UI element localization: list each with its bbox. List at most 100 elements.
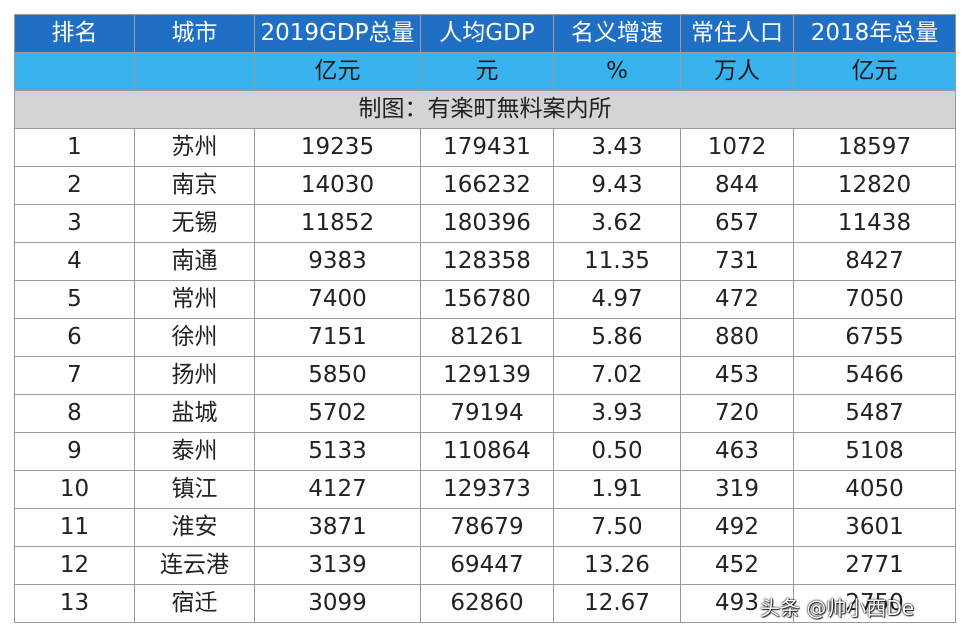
table-row: 10 镇江 4127 129373 1.91 319 4050 bbox=[14, 470, 956, 509]
cell-gdp-2018: 6755 bbox=[793, 318, 956, 357]
unit-gdp-2019: 亿元 bbox=[254, 52, 421, 91]
unit-row: 亿元 元 % 万人 亿元 bbox=[14, 52, 956, 91]
header-gdp-per-capita: 人均GDP bbox=[420, 14, 554, 53]
cell-nominal-growth: 9.43 bbox=[553, 166, 681, 205]
cell-nominal-growth: 11.35 bbox=[553, 242, 681, 281]
cell-gdp-per-capita: 81261 bbox=[420, 318, 554, 357]
cell-population: 453 bbox=[680, 356, 794, 395]
cell-nominal-growth: 4.97 bbox=[553, 280, 681, 319]
cell-rank: 1 bbox=[14, 128, 135, 167]
cell-population: 452 bbox=[680, 546, 794, 585]
cell-rank: 3 bbox=[14, 204, 135, 243]
cell-rank: 13 bbox=[14, 584, 135, 623]
cell-gdp-2018: 8427 bbox=[793, 242, 956, 281]
cell-gdp-per-capita: 166232 bbox=[420, 166, 554, 205]
cell-gdp-2018: 3601 bbox=[793, 508, 956, 547]
cell-city: 常州 bbox=[134, 280, 255, 319]
cell-nominal-growth: 7.50 bbox=[553, 508, 681, 547]
cell-city: 南京 bbox=[134, 166, 255, 205]
cell-population: 720 bbox=[680, 394, 794, 433]
header-gdp-2019: 2019GDP总量 bbox=[254, 14, 421, 53]
cell-rank: 9 bbox=[14, 432, 135, 471]
unit-gdp-per-capita: 元 bbox=[420, 52, 554, 91]
cell-city: 镇江 bbox=[134, 470, 255, 509]
cell-population: 472 bbox=[680, 280, 794, 319]
cell-gdp-2018: 7050 bbox=[793, 280, 956, 319]
cell-gdp-2019: 3139 bbox=[254, 546, 421, 585]
cell-gdp-per-capita: 129139 bbox=[420, 356, 554, 395]
cell-population: 493 bbox=[680, 584, 794, 623]
cell-rank: 5 bbox=[14, 280, 135, 319]
table-row: 7 扬州 5850 129139 7.02 453 5466 bbox=[14, 356, 956, 395]
credit-row: 制图：有楽町無料案内所 bbox=[14, 90, 956, 129]
header-rank: 排名 bbox=[14, 14, 135, 53]
cell-city: 无锡 bbox=[134, 204, 255, 243]
cell-gdp-2018: 2771 bbox=[793, 546, 956, 585]
cell-city: 淮安 bbox=[134, 508, 255, 547]
cell-city: 盐城 bbox=[134, 394, 255, 433]
cell-population: 731 bbox=[680, 242, 794, 281]
cell-city: 连云港 bbox=[134, 546, 255, 585]
unit-rank bbox=[14, 52, 135, 91]
cell-city: 南通 bbox=[134, 242, 255, 281]
cell-gdp-2018: 11438 bbox=[793, 204, 956, 243]
cell-gdp-2019: 9383 bbox=[254, 242, 421, 281]
cell-gdp-per-capita: 156780 bbox=[420, 280, 554, 319]
cell-gdp-2018: 12820 bbox=[793, 166, 956, 205]
cell-gdp-2019: 4127 bbox=[254, 470, 421, 509]
table-row: 12 连云港 3139 69447 13.26 452 2771 bbox=[14, 546, 956, 585]
cell-rank: 12 bbox=[14, 546, 135, 585]
header-gdp-2018: 2018年总量 bbox=[793, 14, 956, 53]
header-row: 排名 城市 2019GDP总量 人均GDP 名义增速 常住人口 2018年总量 bbox=[14, 14, 956, 53]
cell-population: 319 bbox=[680, 470, 794, 509]
cell-gdp-per-capita: 180396 bbox=[420, 204, 554, 243]
cell-gdp-per-capita: 110864 bbox=[420, 432, 554, 471]
cell-population: 1072 bbox=[680, 128, 794, 167]
cell-gdp-2019: 3099 bbox=[254, 584, 421, 623]
cell-city: 泰州 bbox=[134, 432, 255, 471]
cell-rank: 10 bbox=[14, 470, 135, 509]
cell-rank: 8 bbox=[14, 394, 135, 433]
cell-gdp-2019: 7151 bbox=[254, 318, 421, 357]
unit-city bbox=[134, 52, 255, 91]
cell-gdp-2019: 5702 bbox=[254, 394, 421, 433]
table-row: 1 苏州 19235 179431 3.43 1072 18597 bbox=[14, 128, 956, 167]
table-row: 3 无锡 11852 180396 3.62 657 11438 bbox=[14, 204, 956, 243]
cell-city: 扬州 bbox=[134, 356, 255, 395]
cell-gdp-2019: 5850 bbox=[254, 356, 421, 395]
cell-gdp-2018: 5487 bbox=[793, 394, 956, 433]
chart-credit: 制图：有楽町無料案内所 bbox=[14, 90, 956, 129]
cell-nominal-growth: 3.43 bbox=[553, 128, 681, 167]
header-city: 城市 bbox=[134, 14, 255, 53]
header-population: 常住人口 bbox=[680, 14, 794, 53]
table-row: 8 盐城 5702 79194 3.93 720 5487 bbox=[14, 394, 956, 433]
cell-rank: 6 bbox=[14, 318, 135, 357]
cell-gdp-2019: 5133 bbox=[254, 432, 421, 471]
cell-nominal-growth: 12.67 bbox=[553, 584, 681, 623]
cell-gdp-2019: 3871 bbox=[254, 508, 421, 547]
cell-city: 苏州 bbox=[134, 128, 255, 167]
cell-gdp-per-capita: 128358 bbox=[420, 242, 554, 281]
cell-gdp-2018: 2750 bbox=[793, 584, 956, 623]
cell-city: 徐州 bbox=[134, 318, 255, 357]
cell-gdp-2019: 19235 bbox=[254, 128, 421, 167]
table-row: 13 宿迁 3099 62860 12.67 493 2750 bbox=[14, 584, 956, 623]
cell-nominal-growth: 5.86 bbox=[553, 318, 681, 357]
cell-nominal-growth: 3.93 bbox=[553, 394, 681, 433]
gdp-ranking-table: 排名 城市 2019GDP总量 人均GDP 名义增速 常住人口 2018年总量 … bbox=[14, 14, 956, 623]
cell-population: 463 bbox=[680, 432, 794, 471]
cell-gdp-per-capita: 179431 bbox=[420, 128, 554, 167]
unit-gdp-2018: 亿元 bbox=[793, 52, 956, 91]
cell-nominal-growth: 13.26 bbox=[553, 546, 681, 585]
table-row: 11 淮安 3871 78679 7.50 492 3601 bbox=[14, 508, 956, 547]
cell-gdp-per-capita: 129373 bbox=[420, 470, 554, 509]
table-row: 6 徐州 7151 81261 5.86 880 6755 bbox=[14, 318, 956, 357]
cell-population: 492 bbox=[680, 508, 794, 547]
cell-rank: 4 bbox=[14, 242, 135, 281]
cell-city: 宿迁 bbox=[134, 584, 255, 623]
cell-nominal-growth: 0.50 bbox=[553, 432, 681, 471]
cell-population: 880 bbox=[680, 318, 794, 357]
header-nominal-growth: 名义增速 bbox=[553, 14, 681, 53]
cell-gdp-per-capita: 62860 bbox=[420, 584, 554, 623]
cell-population: 657 bbox=[680, 204, 794, 243]
